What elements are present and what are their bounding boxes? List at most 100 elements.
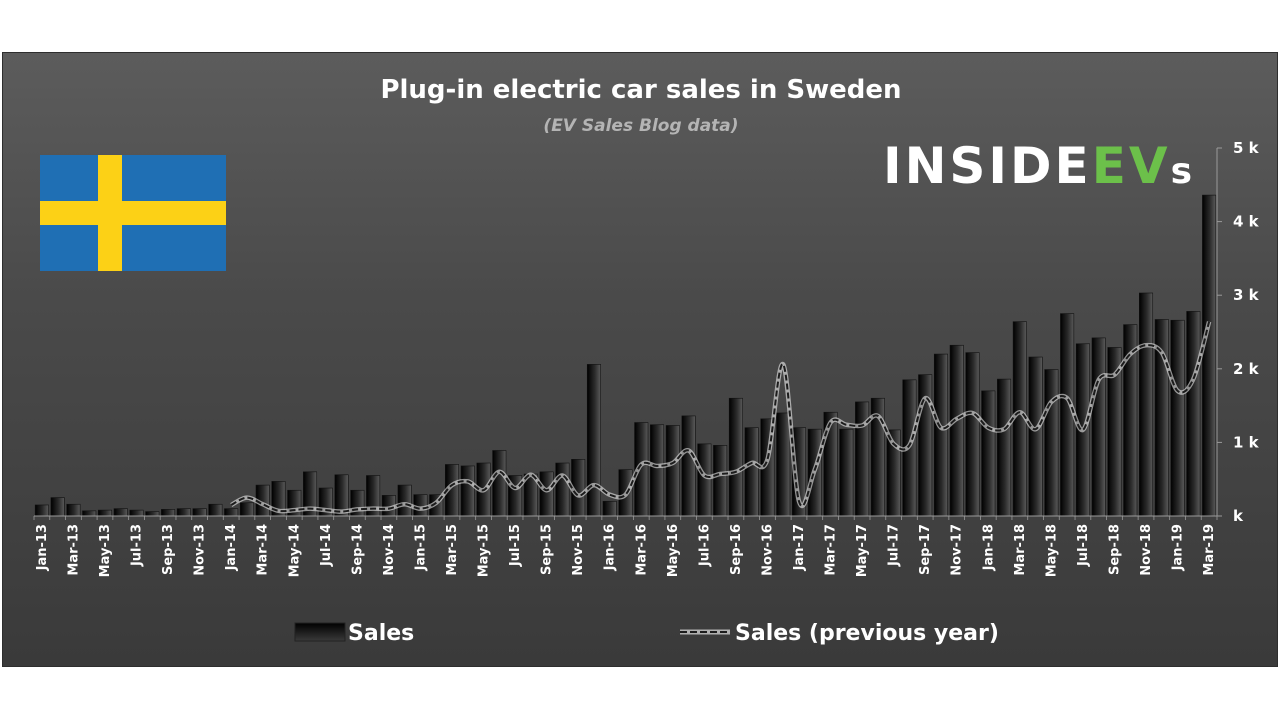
bar-sales-Dec-13 bbox=[208, 503, 223, 517]
bar-sales-Jan-14 bbox=[224, 508, 239, 517]
bar-sales-Apr-15 bbox=[460, 465, 475, 517]
x-tick-label: Jan-14 bbox=[224, 524, 239, 571]
x-tick-label: Jan-16 bbox=[603, 524, 618, 571]
legend-swatch-sales bbox=[294, 622, 346, 642]
bar-sales-Feb-18 bbox=[997, 378, 1012, 517]
chart-frame: Plug-in electric car sales in Sweden (EV… bbox=[2, 52, 1278, 667]
bar-sales-Jun-16 bbox=[681, 415, 696, 517]
bar-sales-Sep-13 bbox=[161, 509, 176, 517]
bar-sales-Dec-15 bbox=[586, 364, 601, 517]
bar-sales-Mar-13 bbox=[66, 503, 81, 517]
bar-sales-Jun-15 bbox=[492, 450, 507, 517]
bar-sales-Jan-13 bbox=[34, 504, 49, 517]
x-tick-label: Mar-16 bbox=[634, 524, 649, 576]
x-tick-label: Sep-18 bbox=[1108, 524, 1123, 575]
x-tick-label: Jul-13 bbox=[130, 524, 145, 567]
bar-sales-Jul-13 bbox=[129, 509, 144, 517]
bar-sales-Jan-19 bbox=[1170, 319, 1185, 517]
x-tick-label: Mar-18 bbox=[1013, 524, 1028, 576]
insideevs-logo: INSIDEEVs bbox=[883, 137, 1195, 195]
bar-sales-Jul-16 bbox=[697, 443, 712, 517]
x-tick-label: Jul-17 bbox=[887, 524, 902, 567]
line-series-previous-year bbox=[230, 321, 1212, 514]
legend: Sales Sales (previous year) bbox=[294, 621, 999, 646]
y-tick-label: 1 k bbox=[1233, 433, 1260, 451]
bar-sales-Oct-17 bbox=[933, 353, 948, 517]
x-tick-label: Jan-19 bbox=[1171, 524, 1186, 571]
bar-sales-Apr-17 bbox=[839, 428, 854, 517]
x-tick-label: Jul-14 bbox=[319, 524, 334, 567]
bar-sales-Nov-13 bbox=[192, 508, 207, 517]
bar-sales-Oct-16 bbox=[744, 427, 759, 517]
logo-text-tail: s bbox=[1171, 151, 1195, 192]
bar-sales-Jan-15 bbox=[413, 494, 428, 517]
legend-label-sales: Sales bbox=[348, 621, 414, 646]
bar-sales-Aug-13 bbox=[145, 511, 160, 517]
logo-text-main: INSIDE bbox=[883, 137, 1092, 195]
bar-sales-Sep-16 bbox=[728, 397, 743, 517]
bar-sales-Nov-18 bbox=[1139, 292, 1154, 517]
x-tick-label: Mar-17 bbox=[824, 524, 839, 576]
x-tick-label: Sep-17 bbox=[918, 524, 933, 575]
y-tick-label: 2 k bbox=[1233, 360, 1260, 378]
bar-sales-Apr-16 bbox=[650, 424, 665, 517]
bar-sales-May-18 bbox=[1044, 369, 1059, 517]
bar-sales-May-13 bbox=[97, 509, 112, 517]
y-tick-label: 5 k bbox=[1233, 139, 1260, 157]
x-tick-label: Mar-14 bbox=[256, 524, 271, 576]
x-tick-label: May-13 bbox=[98, 524, 113, 577]
bar-sales-Oct-15 bbox=[555, 462, 570, 517]
bar-sales-Jun-13 bbox=[113, 508, 128, 517]
x-tick-label: Nov-16 bbox=[761, 524, 776, 576]
x-tick-label: Nov-13 bbox=[193, 524, 208, 576]
x-tick-label: Jan-18 bbox=[981, 524, 996, 571]
x-tick-label: May-15 bbox=[477, 524, 492, 577]
bar-sales-Aug-16 bbox=[713, 445, 728, 517]
sweden-flag bbox=[40, 155, 226, 271]
bar-sales-Nov-17 bbox=[949, 344, 964, 517]
x-tick-label: Sep-14 bbox=[350, 524, 365, 575]
bar-sales-Apr-18 bbox=[1028, 356, 1043, 517]
bar-sales-Feb-13 bbox=[50, 497, 65, 517]
x-tick-label: Jul-16 bbox=[697, 524, 712, 567]
bar-sales-Oct-13 bbox=[176, 508, 191, 517]
x-tick-label: Sep-16 bbox=[729, 524, 744, 575]
x-axis: Jan-13 Mar-13 May-13 Jul-13 Sep-13 Nov-13 Jan-… bbox=[33, 515, 1218, 577]
bar-sales-Sep-15 bbox=[539, 471, 554, 517]
y-axis: k 1 k 2 k 3 k 4 k 5 k bbox=[1216, 139, 1260, 525]
x-tick-label: Sep-15 bbox=[540, 524, 555, 575]
x-tick-label: May-14 bbox=[287, 524, 302, 577]
x-tick-label: Jan-13 bbox=[35, 524, 50, 571]
bar-sales-Feb-14 bbox=[239, 502, 254, 517]
bar-sales-Dec-16 bbox=[776, 412, 791, 517]
bar-sales-Feb-19 bbox=[1186, 311, 1201, 517]
bar-sales-Mar-19 bbox=[1202, 194, 1217, 517]
x-tick-label: May-16 bbox=[666, 524, 681, 577]
line-prev-year bbox=[230, 321, 1211, 513]
x-tick-label: May-17 bbox=[855, 524, 870, 577]
x-tick-label: Nov-15 bbox=[571, 524, 586, 576]
chart-title: Plug-in electric car sales in Sweden bbox=[380, 75, 901, 105]
x-tick-label: Jul-18 bbox=[1076, 524, 1091, 567]
y-tick-label: 3 k bbox=[1233, 286, 1260, 304]
x-tick-label: Mar-13 bbox=[66, 524, 81, 576]
bar-sales-Dec-17 bbox=[965, 352, 980, 517]
x-tick-label: Sep-13 bbox=[161, 524, 176, 575]
y-tick-label: 4 k bbox=[1233, 213, 1260, 231]
x-tick-label: Jul-15 bbox=[508, 524, 523, 567]
bar-sales-Aug-18 bbox=[1091, 337, 1106, 517]
legend-label-prev-year: Sales (previous year) bbox=[735, 621, 999, 646]
x-tick-label: Jan-15 bbox=[413, 524, 428, 571]
chart-svg: Plug-in electric car sales in Sweden (EV… bbox=[33, 75, 1260, 646]
chart-subtitle: (EV Sales Blog data) bbox=[543, 116, 738, 136]
bar-sales-May-16 bbox=[665, 425, 680, 517]
x-tick-label: Nov-17 bbox=[950, 524, 965, 576]
bar-sales-Jan-18 bbox=[981, 390, 996, 517]
bar-sales-Apr-13 bbox=[82, 510, 97, 517]
svg-text:INSIDEEVs: INSIDEEVs bbox=[883, 137, 1195, 195]
logo-text-accent: EV bbox=[1092, 137, 1171, 195]
bar-sales-Dec-14 bbox=[397, 484, 412, 517]
bar-sales-Jan-16 bbox=[602, 500, 617, 517]
y-tick-label: k bbox=[1233, 507, 1244, 525]
x-tick-label: Nov-14 bbox=[382, 524, 397, 576]
